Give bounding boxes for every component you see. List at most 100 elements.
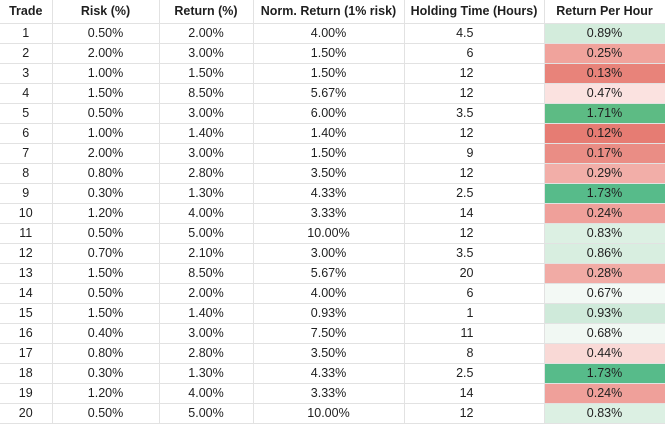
cell-holding-time[interactable]: 3.5 xyxy=(404,103,545,124)
cell-return[interactable]: 2.80% xyxy=(159,163,254,184)
cell-holding-time[interactable]: 3.5 xyxy=(404,243,545,264)
cell-return-per-hour[interactable]: 0.83% xyxy=(544,403,665,424)
cell-holding-time[interactable]: 12 xyxy=(404,83,545,104)
cell-norm-return[interactable]: 3.33% xyxy=(253,383,405,404)
cell-return[interactable]: 4.00% xyxy=(159,203,254,224)
cell-norm-return[interactable]: 1.50% xyxy=(253,43,405,64)
cell-risk[interactable]: 0.50% xyxy=(52,23,160,44)
cell-norm-return[interactable]: 3.50% xyxy=(253,343,405,364)
cell-return-per-hour[interactable]: 0.83% xyxy=(544,223,665,244)
cell-trade[interactable]: 1 xyxy=(0,23,53,44)
cell-return-per-hour[interactable]: 0.67% xyxy=(544,283,665,304)
cell-trade[interactable]: 13 xyxy=(0,263,53,284)
cell-return[interactable]: 1.30% xyxy=(159,183,254,204)
cell-return-per-hour[interactable]: 0.17% xyxy=(544,143,665,164)
cell-return[interactable]: 2.00% xyxy=(159,283,254,304)
cell-trade[interactable]: 7 xyxy=(0,143,53,164)
cell-holding-time[interactable]: 2.5 xyxy=(404,183,545,204)
cell-holding-time[interactable]: 12 xyxy=(404,403,545,424)
cell-trade[interactable]: 8 xyxy=(0,163,53,184)
cell-risk[interactable]: 0.40% xyxy=(52,323,160,344)
cell-risk[interactable]: 0.30% xyxy=(52,363,160,384)
cell-holding-time[interactable]: 12 xyxy=(404,123,545,144)
cell-holding-time[interactable]: 20 xyxy=(404,263,545,284)
cell-norm-return[interactable]: 5.67% xyxy=(253,83,405,104)
header-trade[interactable]: Trade xyxy=(0,0,53,24)
cell-return-per-hour[interactable]: 0.24% xyxy=(544,383,665,404)
cell-return[interactable]: 8.50% xyxy=(159,83,254,104)
header-risk[interactable]: Risk (%) xyxy=(52,0,160,24)
cell-return[interactable]: 8.50% xyxy=(159,263,254,284)
cell-holding-time[interactable]: 14 xyxy=(404,383,545,404)
cell-return-per-hour[interactable]: 1.73% xyxy=(544,363,665,384)
cell-trade[interactable]: 2 xyxy=(0,43,53,64)
cell-return[interactable]: 5.00% xyxy=(159,223,254,244)
cell-return[interactable]: 2.00% xyxy=(159,23,254,44)
cell-holding-time[interactable]: 6 xyxy=(404,43,545,64)
cell-trade[interactable]: 9 xyxy=(0,183,53,204)
cell-return-per-hour[interactable]: 0.25% xyxy=(544,43,665,64)
cell-holding-time[interactable]: 8 xyxy=(404,343,545,364)
cell-risk[interactable]: 1.20% xyxy=(52,383,160,404)
cell-trade[interactable]: 6 xyxy=(0,123,53,144)
cell-holding-time[interactable]: 1 xyxy=(404,303,545,324)
header-return[interactable]: Return (%) xyxy=(159,0,254,24)
cell-trade[interactable]: 14 xyxy=(0,283,53,304)
cell-risk[interactable]: 0.30% xyxy=(52,183,160,204)
header-return-per-hour[interactable]: Return Per Hour xyxy=(544,0,665,24)
cell-norm-return[interactable]: 7.50% xyxy=(253,323,405,344)
cell-norm-return[interactable]: 4.33% xyxy=(253,183,405,204)
cell-risk[interactable]: 2.00% xyxy=(52,43,160,64)
cell-holding-time[interactable]: 12 xyxy=(404,163,545,184)
cell-return[interactable]: 3.00% xyxy=(159,323,254,344)
cell-holding-time[interactable]: 12 xyxy=(404,223,545,244)
cell-risk[interactable]: 1.50% xyxy=(52,83,160,104)
cell-risk[interactable]: 2.00% xyxy=(52,143,160,164)
cell-return[interactable]: 3.00% xyxy=(159,143,254,164)
cell-risk[interactable]: 1.50% xyxy=(52,263,160,284)
cell-return-per-hour[interactable]: 1.71% xyxy=(544,103,665,124)
cell-return[interactable]: 4.00% xyxy=(159,383,254,404)
cell-risk[interactable]: 1.00% xyxy=(52,123,160,144)
cell-trade[interactable]: 19 xyxy=(0,383,53,404)
cell-return[interactable]: 5.00% xyxy=(159,403,254,424)
cell-trade[interactable]: 20 xyxy=(0,403,53,424)
cell-return-per-hour[interactable]: 0.12% xyxy=(544,123,665,144)
cell-return-per-hour[interactable]: 0.28% xyxy=(544,263,665,284)
cell-return[interactable]: 3.00% xyxy=(159,43,254,64)
cell-risk[interactable]: 0.50% xyxy=(52,403,160,424)
cell-norm-return[interactable]: 4.00% xyxy=(253,283,405,304)
cell-risk[interactable]: 0.50% xyxy=(52,103,160,124)
cell-holding-time[interactable]: 9 xyxy=(404,143,545,164)
header-holding-time[interactable]: Holding Time (Hours) xyxy=(404,0,545,24)
cell-norm-return[interactable]: 6.00% xyxy=(253,103,405,124)
cell-trade[interactable]: 12 xyxy=(0,243,53,264)
cell-norm-return[interactable]: 4.33% xyxy=(253,363,405,384)
cell-risk[interactable]: 1.50% xyxy=(52,303,160,324)
header-norm-return[interactable]: Norm. Return (1% risk) xyxy=(253,0,405,24)
cell-return-per-hour[interactable]: 0.44% xyxy=(544,343,665,364)
cell-norm-return[interactable]: 10.00% xyxy=(253,223,405,244)
cell-holding-time[interactable]: 6 xyxy=(404,283,545,304)
cell-holding-time[interactable]: 2.5 xyxy=(404,363,545,384)
cell-trade[interactable]: 11 xyxy=(0,223,53,244)
cell-return-per-hour[interactable]: 0.89% xyxy=(544,23,665,44)
cell-holding-time[interactable]: 12 xyxy=(404,63,545,84)
cell-risk[interactable]: 0.50% xyxy=(52,283,160,304)
cell-norm-return[interactable]: 1.40% xyxy=(253,123,405,144)
cell-return-per-hour[interactable]: 0.68% xyxy=(544,323,665,344)
cell-trade[interactable]: 5 xyxy=(0,103,53,124)
cell-return-per-hour[interactable]: 1.73% xyxy=(544,183,665,204)
cell-return-per-hour[interactable]: 0.13% xyxy=(544,63,665,84)
cell-return-per-hour[interactable]: 0.93% xyxy=(544,303,665,324)
cell-holding-time[interactable]: 4.5 xyxy=(404,23,545,44)
cell-return-per-hour[interactable]: 0.29% xyxy=(544,163,665,184)
cell-norm-return[interactable]: 1.50% xyxy=(253,143,405,164)
cell-norm-return[interactable]: 3.50% xyxy=(253,163,405,184)
cell-return-per-hour[interactable]: 0.86% xyxy=(544,243,665,264)
cell-risk[interactable]: 1.20% xyxy=(52,203,160,224)
cell-trade[interactable]: 17 xyxy=(0,343,53,364)
cell-return[interactable]: 1.30% xyxy=(159,363,254,384)
cell-trade[interactable]: 18 xyxy=(0,363,53,384)
cell-risk[interactable]: 0.50% xyxy=(52,223,160,244)
